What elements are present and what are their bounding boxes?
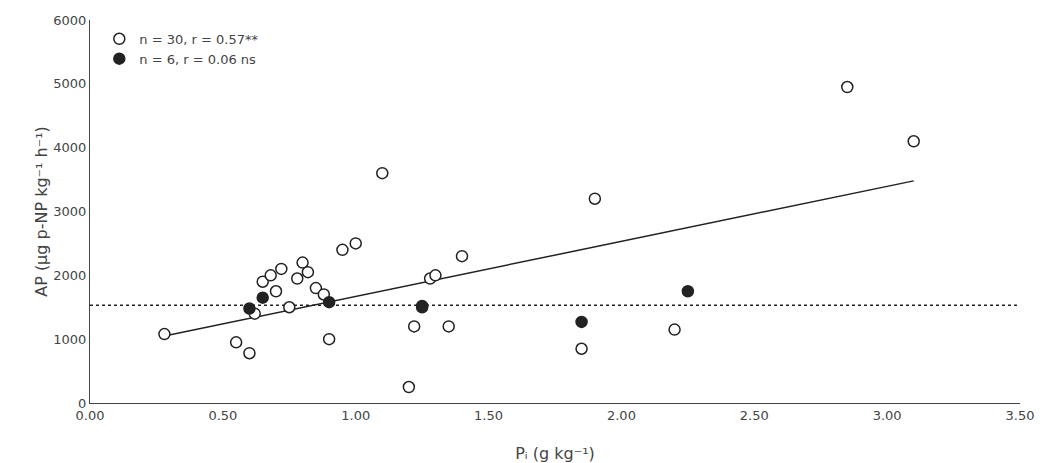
svg-text:3.50: 3.50 xyxy=(1006,408,1035,423)
svg-text:2.50: 2.50 xyxy=(740,408,769,423)
svg-text:n = 6, r = 0.06 ns: n = 6, r = 0.06 ns xyxy=(139,52,256,67)
svg-text:1.50: 1.50 xyxy=(474,408,503,423)
svg-text:AP (µg p-NP kg⁻¹ h⁻¹): AP (µg p-NP kg⁻¹ h⁻¹) xyxy=(32,126,51,297)
svg-text:0.00: 0.00 xyxy=(76,408,105,423)
svg-text:4000: 4000 xyxy=(53,140,86,155)
svg-text:Pᵢ (g kg⁻¹): Pᵢ (g kg⁻¹) xyxy=(515,444,595,463)
svg-text:n = 30, r = 0.57**: n = 30, r = 0.57** xyxy=(139,32,258,47)
svg-text:2.00: 2.00 xyxy=(607,408,636,423)
svg-text:6000: 6000 xyxy=(53,13,86,28)
svg-text:2000: 2000 xyxy=(53,268,86,283)
svg-text:0.50: 0.50 xyxy=(208,408,237,423)
svg-text:1.00: 1.00 xyxy=(341,408,370,423)
svg-text:1000: 1000 xyxy=(53,332,86,347)
svg-text:3.00: 3.00 xyxy=(873,408,902,423)
svg-text:5000: 5000 xyxy=(53,76,86,91)
svg-text:3000: 3000 xyxy=(53,204,86,219)
svg-text:0: 0 xyxy=(78,396,86,411)
